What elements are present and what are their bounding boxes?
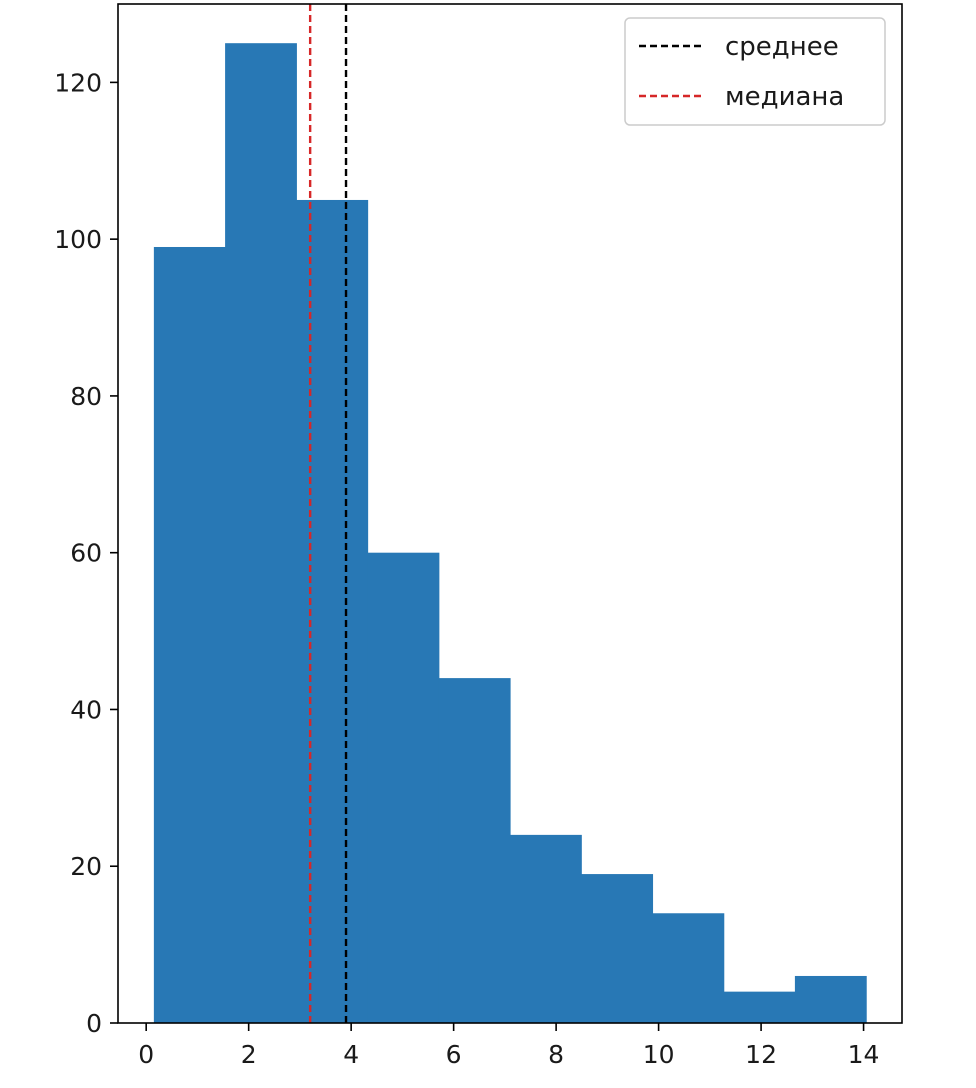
reference-lines-layer <box>308 4 348 1023</box>
histogram-bar-9 <box>723 991 796 1023</box>
x-tick-label-2: 2 <box>241 1040 257 1069</box>
y-tick-label-120: 120 <box>54 68 102 97</box>
y-tick-label-80: 80 <box>70 382 102 411</box>
legend-label-median: медиана <box>725 82 844 112</box>
y-tick-label-0: 0 <box>86 1009 102 1038</box>
histogram-bar-2 <box>225 43 297 1023</box>
histogram-bar-5 <box>438 678 511 1023</box>
y-tick-label-20: 20 <box>70 852 102 881</box>
axes-layer <box>117 3 903 1024</box>
x-tick-label-0: 0 <box>138 1040 154 1069</box>
x-tick-label-6: 6 <box>446 1040 462 1069</box>
x-tick-label-8: 8 <box>548 1040 564 1069</box>
legend-label-mean: среднее <box>725 32 839 62</box>
x-tick-label-10: 10 <box>643 1040 675 1069</box>
x-tick-label-12: 12 <box>745 1040 777 1069</box>
y-tick-label-60: 60 <box>70 539 102 568</box>
histogram-bar-10 <box>794 975 867 1023</box>
legend-box <box>624 17 886 126</box>
y-tick-label-40: 40 <box>70 695 102 724</box>
bars-layer <box>153 43 867 1023</box>
x-tick-label-14: 14 <box>848 1040 880 1069</box>
axes-frame <box>117 3 903 1024</box>
y-tick-label-100: 100 <box>54 225 102 254</box>
x-tick-label-4: 4 <box>343 1040 359 1069</box>
histogram-bar-6 <box>510 834 582 1023</box>
histogram-bar-1 <box>153 246 226 1023</box>
histogram-bar-4 <box>367 552 440 1023</box>
ticks-layer: 0 2 4 6 8 10 12 14 0 20 40 60 80 100 120 <box>54 68 879 1069</box>
histogram-bar-8 <box>652 913 725 1023</box>
histogram-bar-3 <box>296 199 369 1023</box>
histogram-bar-7 <box>581 874 654 1023</box>
legend: среднее медиана <box>624 17 886 126</box>
